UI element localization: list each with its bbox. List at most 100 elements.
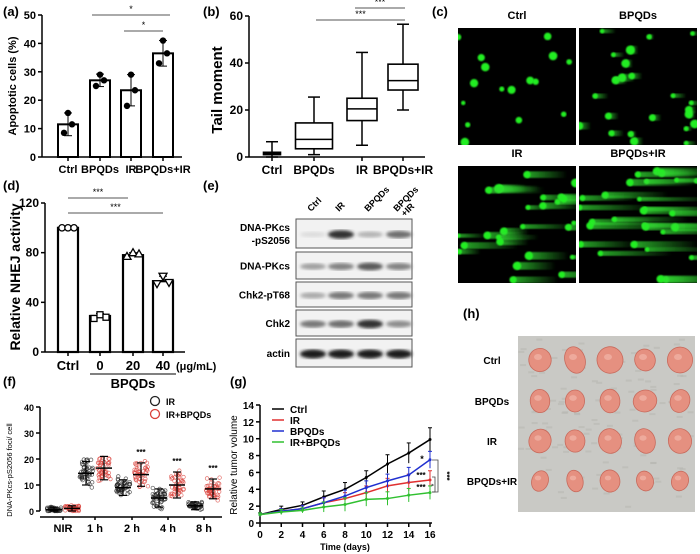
a-data-point xyxy=(127,71,135,78)
panel-label-a: (a) xyxy=(3,4,19,19)
f-data-point xyxy=(114,482,120,487)
a-data-point xyxy=(100,77,108,84)
photo-texture xyxy=(677,467,684,470)
a-y-label: Apoptotic cells (%) xyxy=(7,36,19,135)
photo-texture xyxy=(643,344,650,347)
tumor xyxy=(564,429,586,453)
e-lane-label-line: BPQDs xyxy=(362,184,391,213)
tumor xyxy=(599,388,621,414)
f-x-tick-label: 2 h xyxy=(124,523,140,535)
g-x-tick-label: 8 xyxy=(342,530,348,541)
tumor-highlight xyxy=(639,395,647,401)
photo-texture xyxy=(551,356,558,359)
g-legend-label: IR+BPQDs xyxy=(290,438,341,449)
d-sig-1-label: *** xyxy=(93,187,104,197)
photo-texture xyxy=(539,371,546,374)
e-band xyxy=(357,319,383,329)
comet-tail xyxy=(660,275,697,283)
g-annotation: *** xyxy=(416,471,426,480)
c-group-label: Ctrl xyxy=(508,10,527,22)
photo-texture xyxy=(603,492,610,495)
comet-nucleus xyxy=(532,78,539,85)
tumor-highlight xyxy=(639,354,647,360)
photo-texture xyxy=(585,428,592,431)
photo-texture xyxy=(591,419,598,422)
panel-label-f: (f) xyxy=(3,374,16,389)
photo-texture xyxy=(625,379,632,382)
e-band xyxy=(300,349,326,359)
comet-nucleus xyxy=(460,241,468,250)
d-data-point xyxy=(90,314,98,323)
e-row-label: DNA-PKcs xyxy=(240,223,290,234)
f-legend-marker xyxy=(149,395,161,407)
comet-tail xyxy=(580,241,636,248)
comet-tail xyxy=(459,249,481,255)
f-data-point xyxy=(204,476,210,481)
f-data-point xyxy=(106,456,111,461)
g-data-point xyxy=(407,451,411,455)
comet-nucleus xyxy=(579,204,583,211)
f-data-point xyxy=(84,466,90,471)
tumor-highlight xyxy=(569,435,577,441)
comet-nucleus xyxy=(481,62,490,72)
photo-texture xyxy=(591,442,598,445)
photo-texture xyxy=(561,397,568,400)
photo-texture xyxy=(625,505,632,508)
f-data-point xyxy=(199,500,204,506)
e-lane-label: IR xyxy=(333,200,347,214)
photo-texture xyxy=(520,348,527,351)
g-x-tick-label: 2 xyxy=(278,530,284,541)
c-group-label: IR xyxy=(512,148,523,160)
comet-tail xyxy=(621,73,635,82)
e-band xyxy=(328,291,354,300)
comet-tail xyxy=(600,250,672,256)
g-annotation: *** xyxy=(442,471,451,481)
comet-nucleus xyxy=(526,76,535,85)
photo-texture xyxy=(525,447,532,450)
g-legend-label: Ctrl xyxy=(290,405,307,416)
comet-tail xyxy=(634,137,644,145)
e-band xyxy=(357,349,383,359)
e-lane-label: BPQDs xyxy=(362,184,391,213)
comet-tail xyxy=(605,191,669,199)
photo-texture xyxy=(545,468,552,471)
comet-tail xyxy=(629,179,696,186)
photo-texture xyxy=(592,487,599,490)
photo-texture xyxy=(687,411,694,414)
f-data-point xyxy=(189,502,194,508)
b-y-tick-label: 40 xyxy=(230,56,244,70)
f-data-point xyxy=(168,493,173,498)
panel-label-d: (d) xyxy=(3,178,20,193)
f-data-point xyxy=(106,463,111,468)
comet-cells xyxy=(458,32,572,145)
panel-label-b: (b) xyxy=(203,4,220,19)
comet-nucleus xyxy=(579,121,584,130)
photo-texture xyxy=(673,343,680,346)
photo-texture xyxy=(518,350,525,353)
comet-tail xyxy=(522,224,574,229)
comet-tail xyxy=(526,171,568,178)
g-data-point xyxy=(364,497,368,501)
comet-nucleus xyxy=(469,78,479,88)
comet-nucleus xyxy=(660,229,666,235)
e-lane-label-line: Ctrl xyxy=(305,195,323,213)
comet-background xyxy=(579,28,697,145)
comet-nucleus xyxy=(484,186,493,194)
h-row-label: Ctrl xyxy=(483,356,500,367)
comet-nucleus xyxy=(543,32,552,41)
photo-texture xyxy=(518,426,525,429)
e-band xyxy=(386,320,412,328)
a-data-point xyxy=(159,37,167,44)
tumor xyxy=(528,428,552,454)
b-y-tick-label: 0 xyxy=(236,150,243,164)
f-y-tick-label: 40 xyxy=(24,403,34,413)
g-data-point xyxy=(322,505,326,509)
a-data-point xyxy=(60,129,68,137)
g-y-tick-label: 10 xyxy=(243,435,255,446)
comet-nucleus xyxy=(465,122,471,128)
e-lane-label: Ctrl xyxy=(305,195,323,213)
comet-tail xyxy=(637,171,697,178)
photo-texture xyxy=(596,381,603,384)
d-data-point xyxy=(151,280,163,290)
comet-nucleus xyxy=(507,85,516,94)
